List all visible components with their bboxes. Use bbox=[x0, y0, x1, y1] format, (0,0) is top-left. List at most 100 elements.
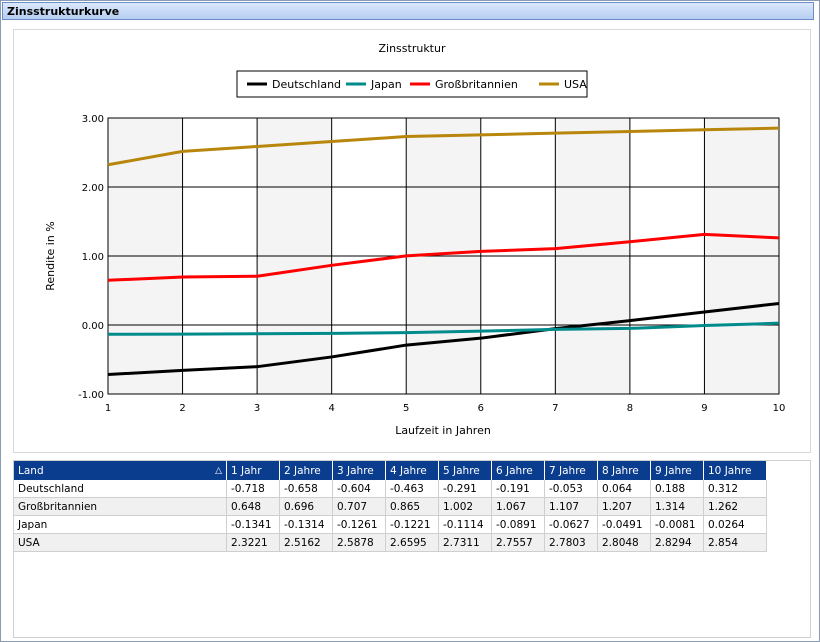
column-header-label: 8 Jahre bbox=[602, 464, 639, 477]
yield-cell: 2.5162 bbox=[279, 533, 333, 552]
yield-cell: 1.067 bbox=[491, 497, 545, 516]
x-axis-label: Laufzeit in Jahren bbox=[395, 424, 491, 437]
column-header-label: 3 Jahre bbox=[337, 464, 374, 477]
x-tick-label: 4 bbox=[328, 403, 334, 414]
yield-cell: -0.658 bbox=[279, 480, 333, 498]
country-cell: Großbritannien bbox=[14, 497, 227, 516]
yield-cell: 2.8048 bbox=[597, 533, 651, 552]
chart-legend: Deutschland Japan Großbritannien USA bbox=[236, 70, 588, 98]
column-header-label: 9 Jahre bbox=[655, 464, 692, 477]
table-header-row: Land △ 1 Jahr 2 Jahre 3 Jahre 4 Jahre 5 Jahre 6… bbox=[14, 461, 767, 480]
yield-curve-chart: 1 2 3 4 5 6 7 8 9 10 -1.00 0.00 1.00 2.00 3.00 Deutsch… bbox=[44, 42, 785, 437]
y-tick-label: 2.00 bbox=[82, 183, 104, 194]
country-cell: Deutschland bbox=[14, 480, 227, 498]
chart-series bbox=[107, 126, 780, 377]
column-header-label: 2 Jahre bbox=[284, 464, 321, 477]
yield-cell: -0.463 bbox=[385, 480, 439, 498]
series-line-gro-britannien bbox=[107, 232, 780, 282]
yield-cell: 0.696 bbox=[279, 497, 333, 516]
y-tick-label: 0.00 bbox=[82, 321, 104, 332]
yield-cell: -0.053 bbox=[544, 480, 598, 498]
y-tick-label: -1.00 bbox=[78, 390, 104, 401]
yield-cell: -0.1114 bbox=[438, 515, 492, 534]
x-tick-label: 1 bbox=[105, 403, 111, 414]
column-header[interactable]: Land △ bbox=[14, 461, 227, 480]
yield-cell: 0.707 bbox=[332, 497, 386, 516]
yield-cell: 2.7311 bbox=[438, 533, 492, 552]
column-header[interactable]: 4 Jahre bbox=[385, 461, 439, 480]
yield-cell: -0.1261 bbox=[332, 515, 386, 534]
yield-cell: 1.002 bbox=[438, 497, 492, 516]
yield-cell: 2.7803 bbox=[544, 533, 598, 552]
x-tick-label: 3 bbox=[254, 403, 260, 414]
table-row[interactable]: Japan -0.1341 -0.1314 -0.1261 -0.1221 -0.1114… bbox=[14, 515, 767, 534]
column-header[interactable]: 5 Jahre bbox=[438, 461, 492, 480]
yield-cell: -0.0891 bbox=[491, 515, 545, 534]
column-header[interactable]: 8 Jahre bbox=[597, 461, 651, 480]
table-row[interactable]: Großbritannien 0.648 0.696 0.707 0.865 1.002 1… bbox=[14, 497, 767, 516]
yield-cell: -0.1221 bbox=[385, 515, 439, 534]
series-line-deutschland bbox=[107, 301, 780, 377]
table-row[interactable]: Deutschland -0.718 -0.658 -0.604 -0.463 -0.29… bbox=[14, 480, 767, 498]
country-cell: Japan bbox=[14, 515, 227, 534]
yield-cell: 2.3221 bbox=[226, 533, 280, 552]
legend-entry: USA bbox=[564, 78, 587, 91]
yield-cell: -0.291 bbox=[438, 480, 492, 498]
table-row[interactable]: USA 2.3221 2.5162 2.5878 2.6595 2.7311 2.7557 2… bbox=[14, 533, 767, 552]
country-cell: USA bbox=[14, 533, 227, 552]
yield-cell: 1.107 bbox=[544, 497, 598, 516]
column-header-label: 10 Jahre bbox=[708, 464, 752, 477]
yield-cell: 2.5878 bbox=[332, 533, 386, 552]
yield-cell: -0.604 bbox=[332, 480, 386, 498]
yield-cell: -0.0081 bbox=[650, 515, 704, 534]
yield-cell: -0.0627 bbox=[544, 515, 598, 534]
column-header-label: 7 Jahre bbox=[549, 464, 586, 477]
chart-axes: 1 2 3 4 5 6 7 8 9 10 -1.00 0.00 1.00 2.00 3.00 bbox=[78, 114, 785, 414]
legend-entry: Japan bbox=[370, 78, 402, 91]
column-header[interactable]: 2 Jahre bbox=[279, 461, 333, 480]
yield-cell: 2.7557 bbox=[491, 533, 545, 552]
yield-cell: 1.314 bbox=[650, 497, 704, 516]
y-axis-label: Rendite in % bbox=[44, 221, 57, 290]
column-header[interactable]: 3 Jahre bbox=[332, 461, 386, 480]
yield-cell: -0.191 bbox=[491, 480, 545, 498]
column-header[interactable]: 1 Jahr bbox=[226, 461, 280, 480]
yield-cell: 0.188 bbox=[650, 480, 704, 498]
y-tick-label: 1.00 bbox=[82, 252, 104, 263]
yield-cell: -0.718 bbox=[226, 480, 280, 498]
column-header-label: 6 Jahre bbox=[496, 464, 533, 477]
chart-panel: 1 2 3 4 5 6 7 8 9 10 -1.00 0.00 1.00 2.00 3.00 Deutsch… bbox=[13, 29, 811, 453]
yield-cell: 0.865 bbox=[385, 497, 439, 516]
column-header-label: 4 Jahre bbox=[390, 464, 427, 477]
sort-ascending-icon[interactable]: △ bbox=[215, 465, 222, 476]
yield-cell: 2.8294 bbox=[650, 533, 704, 552]
plot-frame bbox=[107, 117, 780, 395]
series-line-japan bbox=[107, 321, 780, 336]
x-tick-label: 2 bbox=[179, 403, 185, 414]
yield-cell: -0.1314 bbox=[279, 515, 333, 534]
x-tick-label: 8 bbox=[627, 403, 633, 414]
yield-cell: 2.6595 bbox=[385, 533, 439, 552]
x-tick-label: 5 bbox=[403, 403, 409, 414]
legend-entry: Deutschland bbox=[272, 78, 341, 91]
legend-entry: Großbritannien bbox=[435, 78, 518, 91]
yield-cell: 0.064 bbox=[597, 480, 651, 498]
column-header[interactable]: 7 Jahre bbox=[544, 461, 598, 480]
column-header[interactable]: 9 Jahre bbox=[650, 461, 704, 480]
column-header-label: 5 Jahre bbox=[443, 464, 480, 477]
yield-cell: 0.648 bbox=[226, 497, 280, 516]
yield-cell: 2.854 bbox=[703, 533, 767, 552]
window-title: Zinsstrukturkurve bbox=[2, 2, 814, 20]
yield-table: Land △ 1 Jahr 2 Jahre 3 Jahre 4 Jahre 5 Jahre 6… bbox=[14, 461, 767, 552]
data-grid: Land △ 1 Jahr 2 Jahre 3 Jahre 4 Jahre 5 Jahre 6… bbox=[13, 460, 811, 638]
column-header[interactable]: 6 Jahre bbox=[491, 461, 545, 480]
column-header-label: Land bbox=[18, 464, 44, 477]
column-header[interactable]: 10 Jahre bbox=[703, 461, 767, 480]
y-tick-label: 3.00 bbox=[82, 114, 104, 125]
x-tick-label: 9 bbox=[701, 403, 707, 414]
x-tick-label: 10 bbox=[773, 403, 786, 414]
x-tick-label: 6 bbox=[478, 403, 484, 414]
yield-cell: 1.207 bbox=[597, 497, 651, 516]
yield-cell: -0.1341 bbox=[226, 515, 280, 534]
